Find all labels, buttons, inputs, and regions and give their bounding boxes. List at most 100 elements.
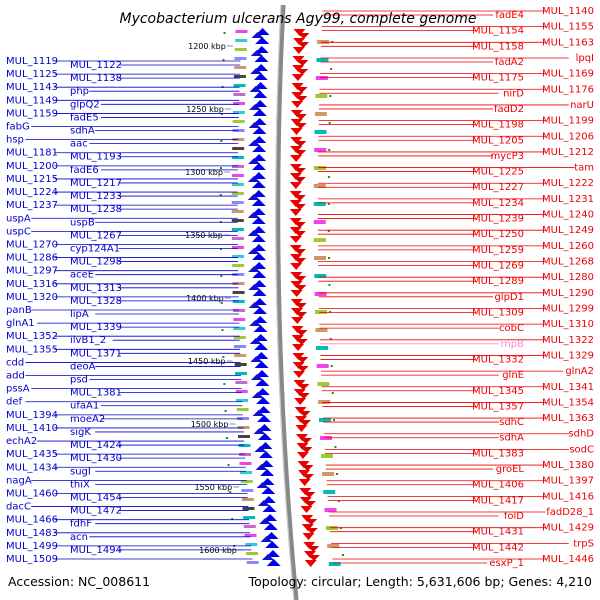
forward-gene-arrow (296, 443, 309, 450)
gene-label: thiX (70, 479, 90, 490)
gene-label: nagA (6, 475, 32, 486)
forward-gene-arrow (295, 330, 308, 336)
reverse-gene-arrow (253, 325, 268, 332)
kbp-tick-label: 1450 kbp (188, 357, 226, 366)
reverse-gene-arrow (251, 392, 264, 398)
reverse-gene-arrow (251, 208, 266, 215)
reverse-gene-arrow (252, 109, 267, 116)
gene-label: MUL_1472 (70, 506, 122, 517)
gene-block (313, 220, 326, 224)
gene-label: MUL_1175 (472, 73, 524, 84)
gene-label: MUL_1149 (6, 95, 58, 106)
gene-label: trpS (573, 538, 594, 549)
accession-text: Accession: NC_008611 (8, 574, 150, 589)
kbp-tick-label: 1500 kbp (191, 420, 229, 429)
gene-block (231, 201, 244, 204)
gene-block (234, 363, 247, 366)
forward-gene-arrow (293, 222, 306, 228)
gene-label: deoA (70, 361, 96, 372)
gene-label: groEL (496, 464, 525, 475)
forward-gene-arrow (300, 506, 313, 513)
forward-gene-arrow (293, 38, 306, 45)
track-dot (225, 437, 228, 439)
gene-label: MUL_1345 (472, 386, 524, 397)
reverse-gene-arrow (247, 194, 260, 200)
gene-block (317, 382, 330, 386)
reverse-gene-arrow (251, 217, 266, 224)
gene-label: MUL_1430 (70, 453, 122, 464)
gene-block (315, 310, 328, 314)
gene-block (234, 345, 247, 348)
gene-label: MUL_1205 (472, 135, 524, 146)
gene-label: MUL_1163 (542, 37, 594, 48)
forward-gene-arrow (291, 308, 304, 315)
reverse-gene-arrow (262, 505, 277, 512)
forward-gene-arrow (293, 168, 306, 174)
gene-label: psd (70, 375, 88, 386)
backbone-arc-highlight (275, 4, 295, 600)
track-dot (337, 500, 340, 502)
gene-block (233, 309, 246, 312)
forward-gene-arrow (292, 65, 305, 72)
gene-label: MUL_1199 (542, 116, 594, 127)
gene-label: MUL_1119 (6, 56, 58, 67)
track-dot (219, 167, 222, 169)
forward-gene-arrow (295, 339, 308, 345)
gene-block (243, 516, 256, 519)
forward-gene-arrow (307, 546, 320, 552)
gene-label: MUL_1466 (6, 515, 58, 526)
gene-label: MUL_1138 (70, 73, 122, 84)
forward-gene-arrow (291, 335, 304, 342)
gene-label: MUL_1155 (542, 22, 594, 33)
gene-block (318, 400, 331, 404)
gene-label: MUL_1429 (542, 523, 594, 534)
gene-label: MUL_1309 (472, 307, 524, 318)
gene-label: MUL_1297 (6, 266, 58, 277)
forward-gene-arrow (305, 519, 318, 525)
gene-label: MUL_1352 (6, 331, 58, 342)
reverse-gene-arrow (248, 284, 261, 290)
forward-gene-arrow (289, 236, 302, 243)
reverse-gene-arrow (261, 496, 276, 503)
track-dot (223, 32, 226, 34)
gene-block (231, 165, 244, 168)
track-dot (327, 176, 330, 178)
gene-block (232, 255, 245, 258)
forward-gene-arrow (293, 389, 306, 396)
gene-block (240, 471, 253, 474)
gene-label: narU (570, 100, 594, 111)
gene-block (234, 57, 247, 60)
forward-gene-arrow (289, 164, 302, 171)
reverse-gene-arrow (250, 356, 263, 362)
gene-label: rnpB (501, 339, 525, 350)
gene-block (327, 544, 340, 548)
track-dot (329, 95, 332, 97)
gene-label: MUL_1332 (472, 354, 524, 365)
track-dot (231, 518, 234, 520)
forward-gene-arrow (293, 380, 306, 387)
track-dot (331, 392, 334, 394)
track-dot (328, 122, 331, 124)
reverse-gene-arrow (264, 532, 279, 539)
forward-gene-arrow (295, 312, 308, 318)
gene-label: MUL_1200 (6, 161, 58, 172)
reverse-gene-arrow (249, 338, 262, 344)
track-dot (224, 410, 227, 412)
gene-block (240, 480, 253, 483)
gene-label: MUL_1357 (472, 401, 524, 412)
forward-gene-arrow (296, 69, 309, 75)
reverse-gene-arrow (251, 199, 266, 206)
reverse-gene-arrow (257, 424, 272, 431)
gene-label: sdhA (499, 433, 524, 444)
gene-label: MUL_1280 (542, 272, 594, 283)
gene-label: moeA2 (70, 414, 105, 425)
gene-label: cobC (499, 323, 524, 334)
gene-label: MUL_1224 (6, 187, 58, 198)
forward-gene-arrow (296, 60, 309, 66)
gene-label: add (6, 371, 25, 382)
gene-label: echA2 (6, 436, 37, 447)
gene-block (324, 508, 337, 512)
gene-block (231, 183, 244, 186)
gene-block (238, 453, 251, 456)
forward-gene-arrow (290, 263, 303, 270)
